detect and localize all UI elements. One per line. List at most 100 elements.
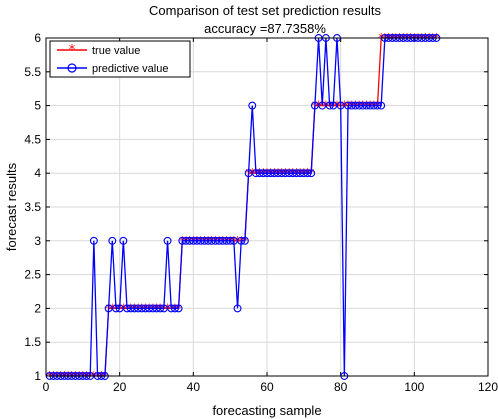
x-tick-label: 20 — [113, 380, 127, 394]
y-tick-label: 1 — [34, 369, 41, 383]
data-point — [163, 236, 172, 245]
data-point — [200, 236, 209, 245]
data-point — [307, 169, 316, 178]
data-point — [351, 101, 360, 110]
data-point — [373, 101, 382, 110]
y-axis: 1 1.5 2 2.5 3 3.5 4 4.5 5 5.5 6 — [24, 31, 488, 383]
data-point — [134, 304, 143, 313]
data-point — [193, 236, 201, 245]
data-point — [123, 304, 131, 313]
y-tick-label: 4.5 — [24, 132, 41, 146]
data-point — [358, 101, 367, 110]
data-point — [270, 169, 279, 178]
data-point — [244, 169, 253, 178]
data-point — [207, 236, 216, 245]
data-point — [240, 236, 249, 245]
data-point — [285, 169, 294, 178]
y-tick-label: 3.5 — [24, 200, 41, 214]
data-point — [126, 304, 135, 313]
data-point — [218, 236, 227, 245]
data-point — [170, 304, 179, 313]
series-line — [49, 37, 437, 377]
y-tick-label: 5 — [34, 99, 41, 113]
data-point — [277, 169, 286, 178]
legend-pred-label: predictive value — [92, 63, 168, 75]
legend-true-label: true value — [92, 45, 140, 57]
data-point — [303, 169, 312, 178]
legend: * true value predictive value — [49, 40, 191, 78]
data-point — [377, 101, 386, 110]
data-point — [174, 304, 183, 313]
data-point — [229, 236, 238, 245]
y-tick-label: 2.5 — [24, 268, 41, 282]
data-point — [137, 304, 146, 313]
data-point — [189, 236, 198, 245]
data-point — [145, 304, 154, 313]
data-point — [237, 236, 246, 245]
data-point — [115, 304, 124, 313]
x-tick-label: 0 — [43, 380, 50, 394]
data-point — [130, 304, 139, 313]
data-point — [104, 304, 113, 313]
data-point — [292, 169, 301, 178]
data-point — [255, 169, 264, 178]
data-point — [310, 101, 319, 110]
x-tick-label: 60 — [260, 380, 274, 394]
chart-subtitle: accuracy =87.7358% — [204, 21, 326, 36]
data-point — [152, 304, 161, 313]
x-axis-label: forecasting sample — [212, 403, 321, 418]
y-tick-label: 5.5 — [24, 65, 41, 79]
data-point — [259, 169, 268, 178]
data-point — [248, 101, 257, 110]
data-point — [318, 101, 327, 110]
plot-border — [45, 37, 489, 377]
x-tick-label: 120 — [478, 380, 498, 394]
x-tick-label: 40 — [187, 380, 201, 394]
data-point — [296, 169, 305, 178]
data-point — [299, 169, 308, 178]
data-point — [108, 236, 117, 245]
data-point — [211, 236, 220, 245]
data-point — [266, 169, 275, 178]
data-point — [355, 101, 364, 110]
data-point — [288, 169, 297, 178]
legend-box — [49, 40, 191, 78]
data-point — [252, 169, 260, 178]
data-point — [178, 236, 187, 245]
y-tick-label: 3 — [34, 234, 41, 248]
data-point — [325, 101, 334, 110]
data-point — [182, 236, 190, 245]
legend-true-marker: * — [69, 43, 76, 58]
data-point — [119, 236, 128, 245]
data-point — [159, 304, 168, 313]
data-point — [369, 101, 378, 110]
data-point — [167, 304, 176, 313]
chart-title: Comparison of test set prediction result… — [149, 3, 381, 18]
data-point — [233, 304, 242, 313]
y-tick-label: 4 — [34, 166, 41, 180]
data-point — [215, 236, 224, 245]
data-point — [156, 304, 165, 313]
data-point — [366, 101, 375, 110]
data-point — [344, 101, 352, 110]
x-tick-label: 100 — [404, 380, 424, 394]
data-point — [347, 101, 356, 110]
data-point — [274, 169, 282, 178]
data-point — [148, 304, 157, 313]
data-point — [204, 236, 213, 245]
data-point — [336, 101, 345, 110]
legend-pred-marker — [67, 63, 77, 73]
data-point — [362, 101, 371, 110]
data-point — [263, 169, 271, 178]
y-tick-label: 6 — [34, 31, 41, 45]
y-tick-label: 1.5 — [24, 335, 41, 349]
y-axis-label: forecast results — [4, 162, 19, 251]
y-tick-label: 2 — [34, 301, 41, 315]
data-point — [329, 101, 338, 110]
data-point — [185, 236, 194, 245]
x-tick-label: 80 — [334, 380, 348, 394]
data-point — [222, 236, 231, 245]
data-point — [196, 236, 205, 245]
data-point — [141, 304, 150, 313]
